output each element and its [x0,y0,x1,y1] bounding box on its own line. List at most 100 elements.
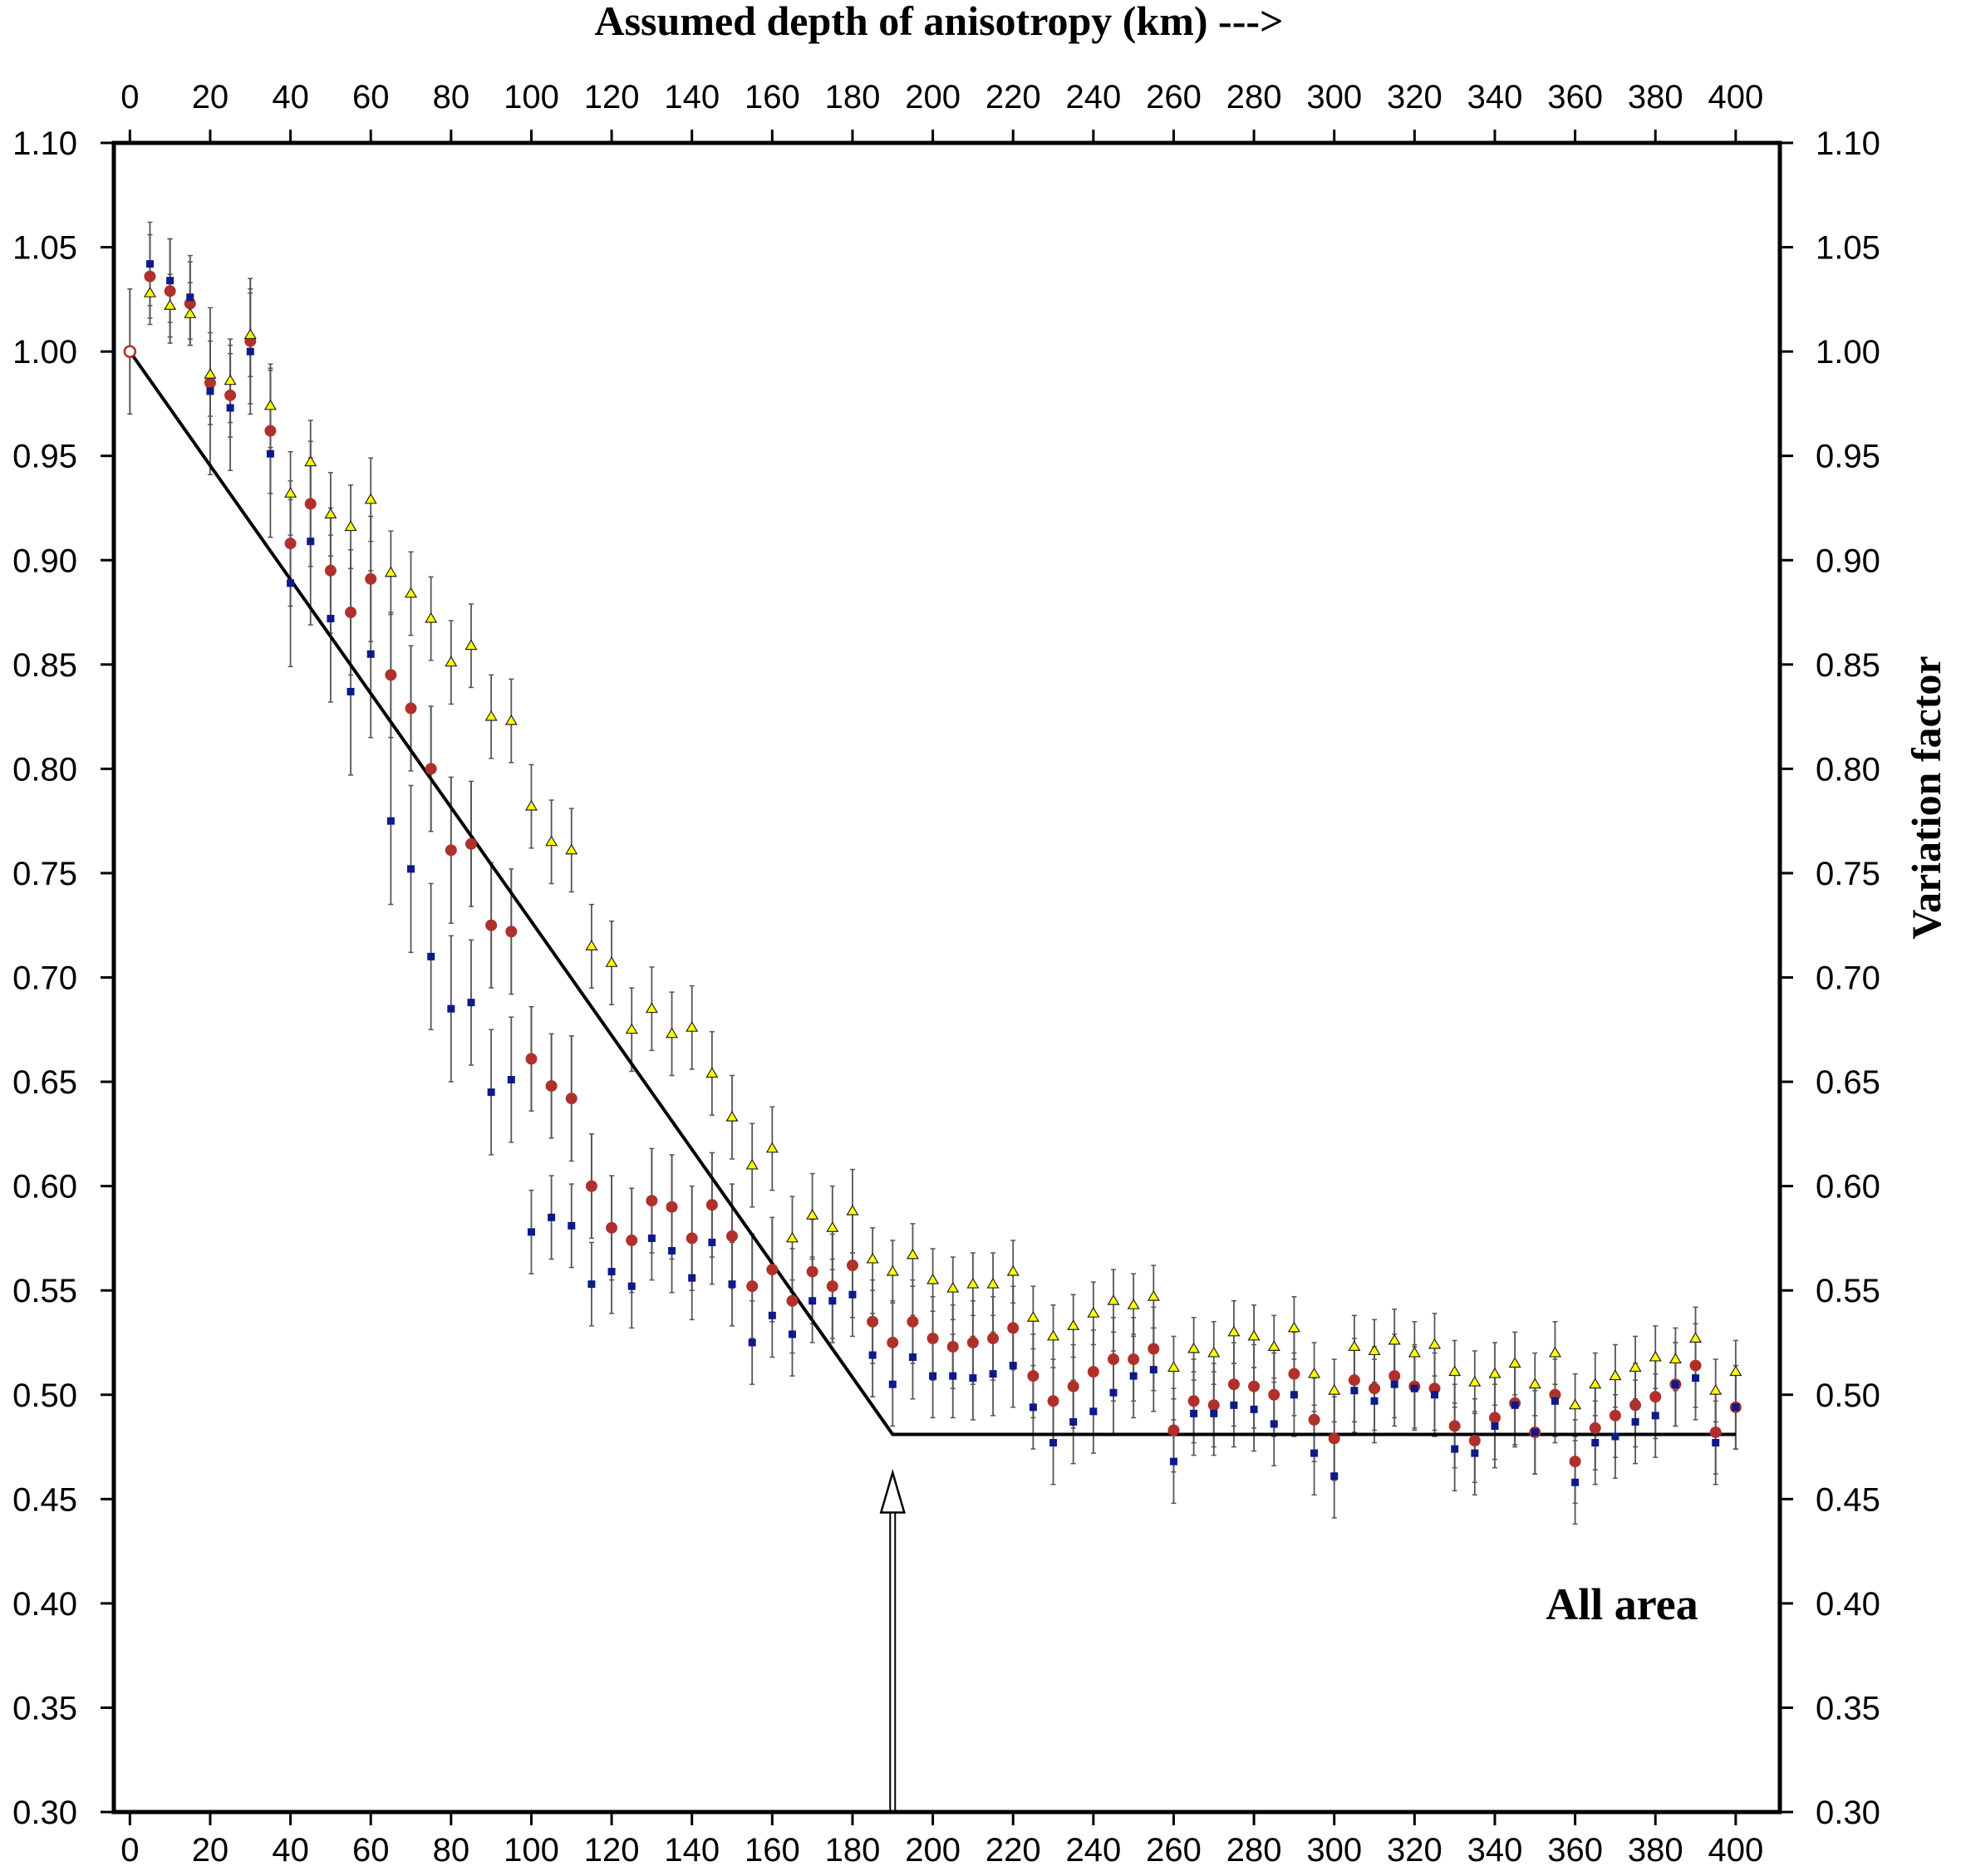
triangle-point [1649,1350,1662,1362]
square-point [1109,1388,1118,1397]
circle-point [464,837,477,850]
square-point [708,1238,716,1246]
triangle-point [1167,1361,1181,1373]
y-tick-label-right: 0.60 [1816,1169,1880,1206]
circle-point [1128,1353,1140,1366]
triangle-point [1548,1346,1561,1358]
y-tick-label-left: 0.80 [12,751,77,788]
square-point [1491,1422,1499,1430]
circle-point [987,1332,1000,1344]
x-tick-label-top: 100 [504,79,559,115]
circle-point [1468,1434,1481,1446]
y-tick-label-left: 0.65 [12,1064,77,1101]
x-tick-label-top: 80 [433,79,470,115]
square-point [1451,1445,1459,1453]
circle-point [264,425,277,437]
circle-point [1067,1380,1079,1392]
circle-point [123,345,137,358]
x-tick-label-bottom: 260 [1146,1832,1202,1869]
circle-point [1369,1382,1381,1395]
x-tick-label-bottom: 380 [1628,1832,1683,1869]
circle-point [284,538,297,550]
x-tick-label-bottom: 280 [1226,1832,1282,1869]
circle-point [705,1199,718,1211]
circle-point [966,1336,979,1348]
y-tick-label-left: 0.35 [12,1690,77,1726]
triangle-point [585,940,598,950]
x-tick-label-bottom: 20 [192,1832,229,1869]
square-point [1571,1478,1580,1486]
square-point [568,1221,576,1230]
circle-point [1649,1391,1662,1403]
triangle-point [866,1252,879,1264]
triangle-point [224,374,237,386]
y-tick-label-right: 0.55 [1816,1273,1880,1309]
triangle-point [284,487,297,498]
square-point [527,1228,535,1236]
circle-point [1388,1370,1401,1382]
square-point [1330,1472,1339,1481]
square-point [166,277,174,285]
x-tick-label-bottom: 300 [1306,1832,1362,1869]
square-point [346,687,355,695]
triangle-point [1729,1365,1742,1377]
circle-point [1268,1388,1280,1401]
circle-point [505,926,518,938]
triangle-point [164,299,177,310]
x-tick-label-top: 120 [584,79,640,115]
square-point [647,1234,656,1242]
square-point [548,1213,556,1221]
triangle-point [1629,1361,1642,1373]
circle-point [525,1053,538,1065]
square-point [1210,1409,1218,1417]
square-point [386,817,395,825]
square-point [226,404,234,412]
data-markers [123,260,1742,1486]
square-point [1290,1391,1298,1399]
circle-point [425,763,437,775]
triangle-point [425,611,438,623]
triangle-point [1046,1329,1060,1341]
triangle-point [1609,1369,1622,1381]
circle-point [345,607,357,619]
square-point [186,293,194,302]
y-tick-label-left: 0.90 [12,543,77,579]
triangle-point [745,1158,759,1170]
y-tick-label-right: 0.65 [1816,1064,1880,1101]
triangle-point [1709,1383,1723,1395]
y-tick-label-left: 1.05 [12,230,77,267]
circle-point [1027,1370,1039,1382]
circle-point [324,564,337,577]
y-tick-label-right: 1.00 [1816,334,1880,371]
x-tick-label-top: 160 [745,79,800,115]
triangle-point [364,493,377,504]
y-tick-label-right: 1.05 [1816,230,1880,267]
triangle-point [184,307,197,318]
y-tick-label-right: 0.30 [1816,1795,1880,1831]
circle-point [1308,1413,1320,1426]
triangle-point [625,1023,638,1034]
x-tick-label-top: 280 [1226,79,1282,115]
circle-point [1187,1395,1200,1407]
square-point [1471,1449,1479,1457]
triangle-point [445,656,458,667]
triangle-point [1227,1325,1241,1337]
triangle-point [946,1281,960,1293]
circle-point [1328,1432,1340,1445]
square-point [688,1274,696,1282]
square-point [1671,1380,1679,1388]
depth-arrow [879,1468,906,1812]
square-point [1431,1391,1439,1399]
square-point [266,449,274,458]
triangle-point [545,835,558,847]
triangle-point [765,1142,779,1153]
triangle-point [263,399,277,410]
circle-point [365,572,377,585]
square-point [447,1004,455,1013]
model-line-group [128,350,1736,1436]
x-tick-label-top: 240 [1065,79,1121,115]
square-point [1190,1409,1198,1417]
triangle-point [1006,1265,1020,1276]
square-point [1009,1362,1017,1370]
